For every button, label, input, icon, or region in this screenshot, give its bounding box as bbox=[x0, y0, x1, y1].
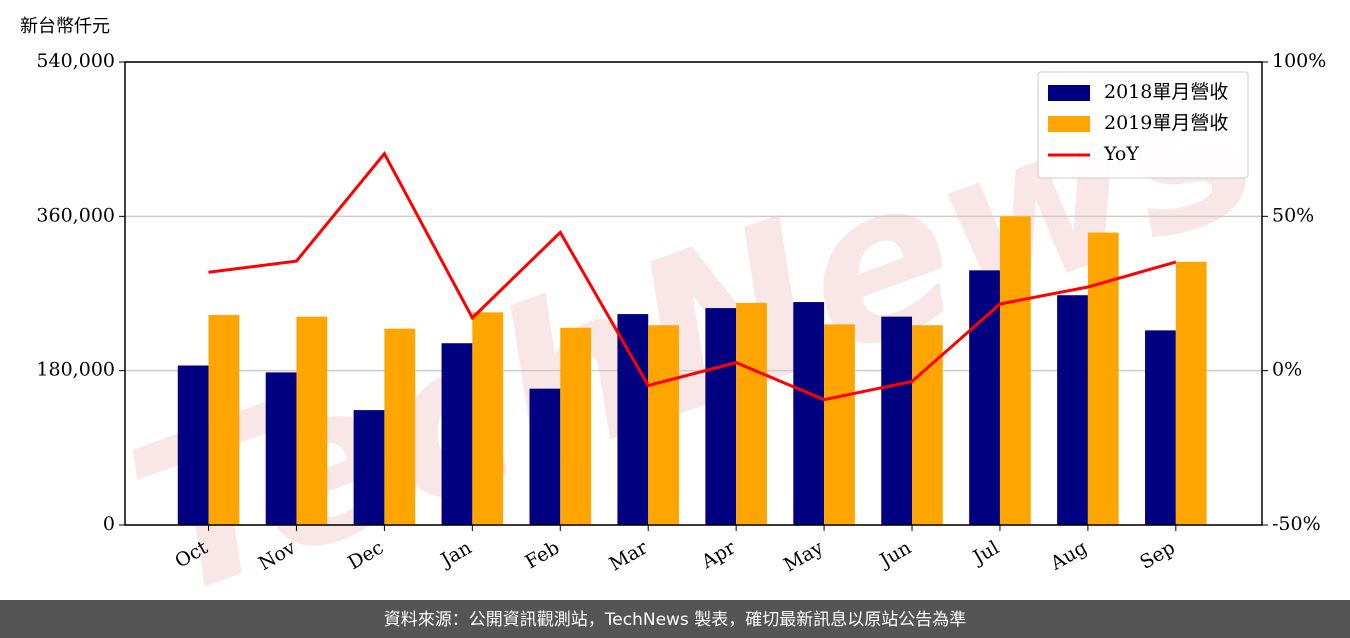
bar bbox=[648, 325, 679, 525]
bar bbox=[824, 324, 855, 525]
bar bbox=[296, 316, 328, 525]
bar bbox=[1057, 295, 1088, 525]
x-tick-label: Jul bbox=[968, 537, 1003, 570]
bar bbox=[1145, 330, 1176, 525]
y-tick-label: 540,000 bbox=[36, 50, 115, 72]
y-tick-label: 360,000 bbox=[36, 204, 115, 226]
y-tick-label: 180,000 bbox=[36, 359, 115, 381]
y2-tick-label: -50% bbox=[1272, 513, 1321, 535]
x-tick-label: Aug bbox=[1046, 537, 1091, 576]
bar bbox=[736, 302, 767, 525]
y2-tick-label: 50% bbox=[1272, 204, 1314, 226]
x-tick-label: Mar bbox=[606, 536, 652, 575]
x-tick-label: Jun bbox=[874, 537, 915, 573]
bar bbox=[793, 302, 825, 525]
bar bbox=[353, 410, 385, 525]
legend-label: 2019單月營收 bbox=[1104, 112, 1228, 134]
bar bbox=[999, 216, 1031, 526]
legend-label: YoY bbox=[1103, 143, 1139, 165]
bar bbox=[881, 316, 913, 525]
x-tick-label: May bbox=[780, 536, 827, 576]
y2-tick-label: 100% bbox=[1272, 50, 1326, 72]
source-note: 資料來源：公開資訊觀測站，TechNews 製表，確切最新訊息以原站公告為準 bbox=[384, 610, 966, 630]
bar bbox=[441, 343, 473, 525]
bar bbox=[705, 308, 737, 525]
bar bbox=[265, 372, 297, 525]
y-tick-label: 0 bbox=[103, 513, 115, 535]
yoy-line bbox=[208, 150, 1177, 402]
legend-label: 2018單月營收 bbox=[1104, 81, 1228, 103]
bar bbox=[969, 270, 1000, 525]
bar bbox=[1175, 261, 1207, 525]
bar bbox=[208, 314, 240, 525]
plot-frame bbox=[124, 61, 1263, 526]
y-axis-label: 新台幣仟元 bbox=[20, 16, 110, 37]
bar bbox=[912, 325, 943, 525]
bar bbox=[617, 314, 649, 525]
bar bbox=[529, 388, 561, 525]
bar bbox=[384, 328, 416, 525]
legend-swatch bbox=[1048, 85, 1090, 101]
bar bbox=[177, 365, 209, 525]
bar bbox=[560, 327, 592, 525]
x-tick-label: Sep bbox=[1136, 537, 1179, 574]
footer-bar bbox=[0, 600, 1350, 638]
bar bbox=[472, 312, 504, 525]
x-tick-label: Feb bbox=[521, 537, 563, 574]
legend-box bbox=[1037, 71, 1249, 179]
y2-tick-label: 0% bbox=[1272, 359, 1302, 381]
x-tick-label: Apr bbox=[697, 536, 740, 573]
bar bbox=[1087, 232, 1119, 525]
legend-swatch bbox=[1048, 116, 1090, 132]
